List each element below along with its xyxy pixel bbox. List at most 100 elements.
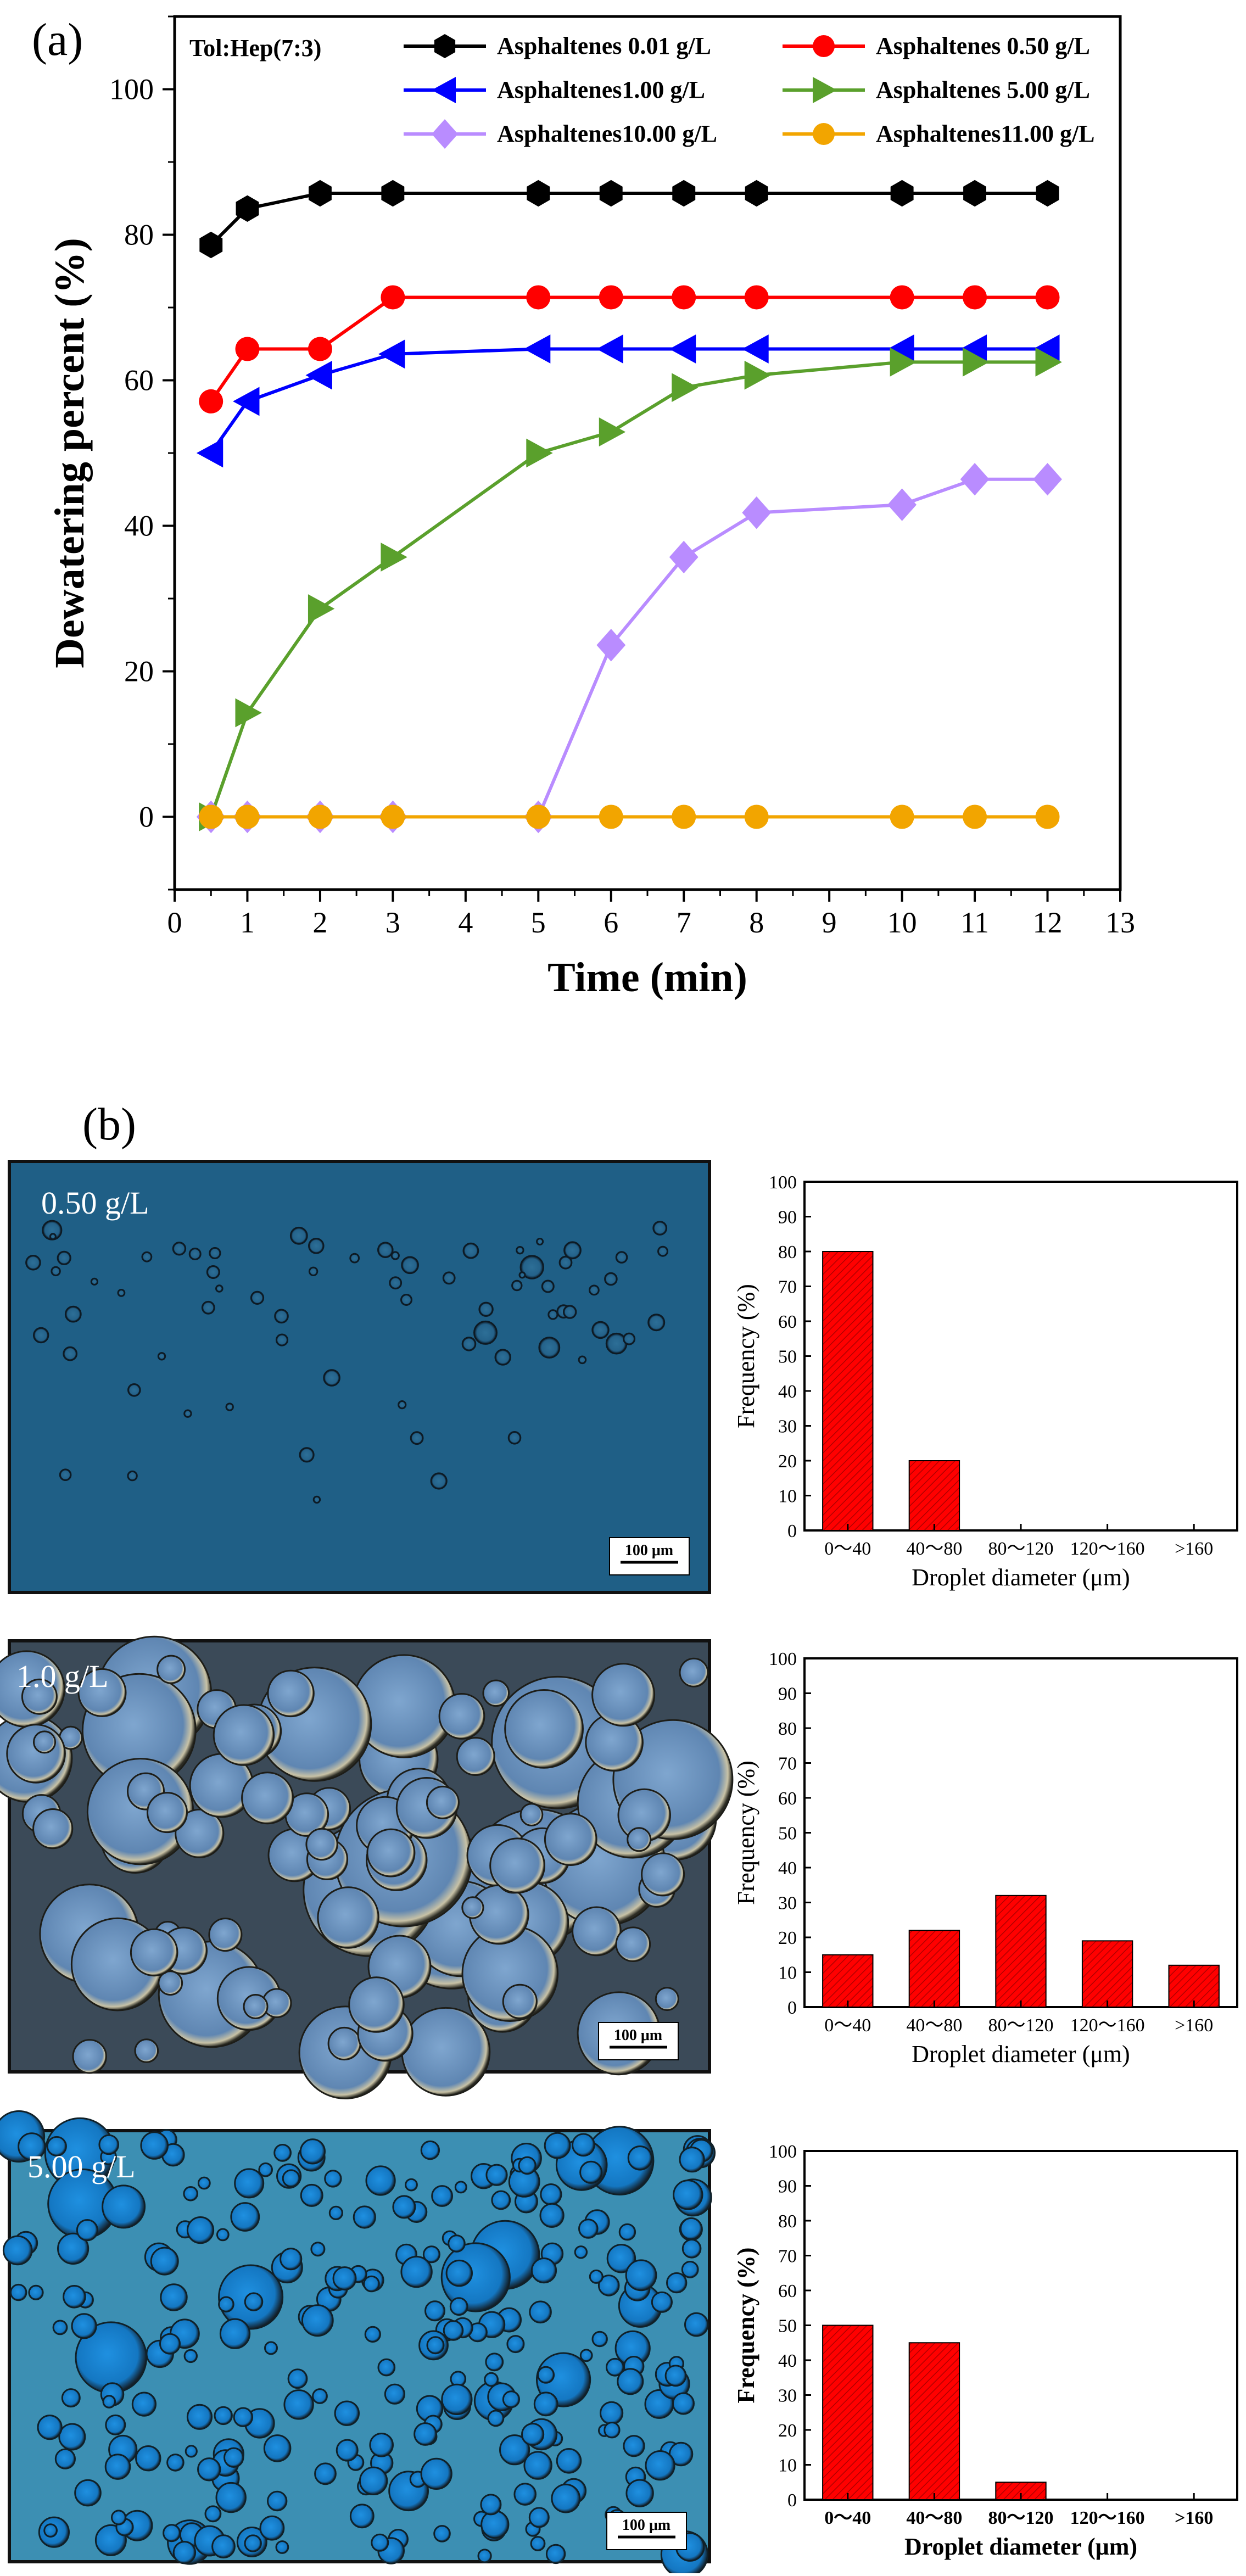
droplet — [58, 2423, 86, 2451]
droplet — [589, 1284, 600, 1296]
droplet — [43, 2523, 58, 2538]
droplet — [366, 1828, 416, 1877]
droplet — [591, 2331, 608, 2348]
x-tick-label: 12 — [1033, 906, 1063, 939]
scale-bar-box — [609, 1537, 690, 1575]
y-tick-label: 50 — [778, 1347, 797, 1367]
x-tick-label: 0～40 — [824, 2015, 871, 2036]
x-tick-label: 6 — [604, 906, 618, 939]
x-tick-label: 11 — [960, 906, 989, 939]
droplet — [625, 2259, 657, 2292]
droplet — [536, 1238, 544, 1245]
y-tick-label: 60 — [124, 364, 154, 397]
data-point — [672, 180, 696, 207]
droplet — [208, 1918, 243, 1952]
x-tick-label: >160 — [1175, 1539, 1213, 1559]
droplet — [544, 2132, 571, 2159]
droplet — [172, 1242, 187, 1256]
droplet — [104, 2454, 131, 2480]
droplet — [98, 2134, 119, 2155]
droplet — [32, 1327, 49, 1344]
data-point — [381, 543, 407, 572]
panel-a-label: (a) — [32, 14, 83, 65]
data-point — [672, 285, 696, 310]
y-tick-label: 80 — [778, 1719, 797, 1739]
droplet — [324, 2170, 342, 2188]
droplet — [33, 1730, 56, 1754]
legend-marker — [813, 77, 837, 103]
droplet — [157, 1352, 166, 1361]
x-tick-label: 40～80 — [906, 1539, 962, 1559]
droplet — [502, 2390, 521, 2409]
data-point — [963, 347, 990, 377]
droplet — [679, 1657, 709, 1687]
legend-item: Asphaltenes1.00 g/L — [404, 76, 705, 103]
droplet — [563, 1305, 577, 1319]
droplet — [597, 2275, 620, 2296]
droplet — [547, 1309, 558, 1320]
y-axis-title: Frequency (%) — [733, 1284, 759, 1428]
droplet — [209, 1247, 221, 1260]
y-tick-label: 70 — [778, 1754, 797, 1774]
micrograph-0-50: 0.50 g/L 100 μm — [8, 1160, 711, 1594]
x-tick-label: 5 — [531, 906, 546, 939]
droplet — [111, 2510, 127, 2525]
legend-marker — [813, 123, 835, 145]
data-point — [199, 804, 224, 829]
droplet — [314, 2462, 337, 2485]
x-tick-label: 9 — [822, 906, 837, 939]
droplet — [617, 2368, 644, 2395]
scale-bar-label: 100 μm — [614, 2027, 662, 2044]
droplet — [664, 2365, 687, 2387]
droplet — [441, 2383, 473, 2415]
x-tick-label: 0～40 — [824, 2508, 871, 2528]
droplet — [218, 2296, 234, 2313]
droplet — [183, 1409, 192, 1418]
x-tick-label: 120～160 — [1070, 2015, 1145, 2036]
y-tick-label: 10 — [778, 1487, 797, 1507]
droplet — [334, 2400, 360, 2426]
data-point — [960, 334, 987, 364]
series-5 — [196, 463, 1062, 834]
y-tick-label: 10 — [778, 1963, 797, 1983]
legend-label: Asphaltenes11.00 g/L — [876, 120, 1095, 147]
droplet — [308, 1266, 319, 1277]
droplet — [473, 1320, 498, 1345]
data-point — [599, 804, 623, 829]
droplet — [327, 2026, 361, 2061]
droplet — [604, 2422, 621, 2439]
droplet — [424, 2300, 445, 2322]
droplet — [579, 2160, 603, 2184]
droplet — [214, 2406, 233, 2426]
data-point — [890, 347, 917, 377]
bar — [995, 1895, 1047, 2008]
x-tick-label: 40～80 — [906, 2015, 962, 2036]
droplet — [323, 1369, 340, 1387]
droplet — [349, 2504, 375, 2529]
droplet — [299, 2138, 326, 2165]
droplet — [615, 1926, 651, 1962]
droplet — [183, 2349, 198, 2363]
y-tick-label: 40 — [124, 510, 154, 543]
data-point — [1035, 347, 1062, 377]
droplet — [507, 1431, 522, 1445]
data-point — [890, 285, 914, 310]
data-point — [960, 463, 990, 496]
x-tick-label: 8 — [749, 906, 764, 939]
droplet — [655, 1987, 679, 2011]
droplet — [499, 2434, 530, 2466]
droplet — [6, 1724, 66, 1784]
data-point — [236, 195, 259, 222]
droplet — [422, 2245, 440, 2264]
bar-chart-1: 0 10 20 30 40 50 60 70 80 90 100 0～40 40～80 80～120 120… — [733, 1172, 1238, 1591]
y-tick-label: 90 — [778, 1684, 797, 1705]
micrograph-droplets — [25, 1220, 668, 1504]
data-point — [308, 804, 332, 829]
droplet — [625, 2479, 654, 2507]
droplet — [502, 1983, 538, 2019]
scale-bar-box — [606, 2512, 687, 2550]
droplet — [518, 1271, 526, 1279]
droplet — [537, 2366, 555, 2384]
droplet — [538, 1337, 561, 1359]
droplet — [443, 2320, 464, 2341]
